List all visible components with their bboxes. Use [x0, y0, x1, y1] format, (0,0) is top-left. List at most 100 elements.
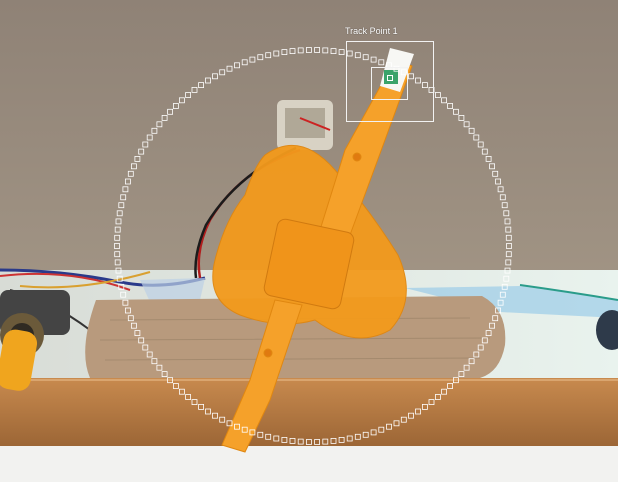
track-path-marker	[447, 103, 454, 109]
track-path-marker	[481, 337, 488, 344]
track-path-marker	[408, 412, 414, 419]
track-path-marker	[114, 259, 121, 266]
track-path-marker	[497, 299, 504, 306]
track-path-marker	[289, 48, 296, 54]
track-path-marker	[505, 259, 512, 266]
track-path-marker	[370, 429, 377, 436]
track-path-marker	[463, 364, 470, 371]
track-path-marker	[120, 291, 127, 298]
track-path-marker	[452, 108, 459, 115]
track-path-marker	[118, 202, 125, 209]
track-path-marker	[362, 54, 369, 61]
track-path-marker	[241, 59, 248, 66]
track-path-marker	[458, 115, 465, 121]
track-path-marker	[114, 226, 121, 233]
track-path-marker	[114, 243, 120, 249]
track-path-marker	[330, 48, 337, 54]
track-pattern-box[interactable]	[371, 67, 408, 100]
track-path-marker	[198, 403, 205, 410]
track-path-marker	[134, 155, 141, 162]
track-path-marker	[265, 52, 272, 59]
track-path-marker	[503, 210, 510, 217]
track-path-marker	[434, 394, 441, 400]
track-path-marker	[114, 251, 121, 258]
track-path-marker	[314, 47, 321, 53]
track-path-marker	[346, 435, 353, 442]
track-path-marker	[428, 87, 435, 93]
track-path-marker	[114, 234, 121, 241]
track-path-marker	[477, 344, 484, 351]
track-path-marker	[142, 344, 149, 351]
track-path-marker	[428, 399, 435, 406]
track-path-marker	[281, 49, 288, 55]
track-path-marker	[415, 77, 421, 84]
track-search-area-box[interactable]	[346, 41, 434, 122]
track-path-marker	[212, 73, 218, 80]
track-path-marker	[151, 127, 158, 134]
track-path-marker	[241, 426, 248, 433]
track-path-marker	[273, 435, 280, 442]
track-path-marker	[485, 155, 492, 162]
track-path-marker	[393, 420, 400, 427]
track-path-marker	[127, 170, 134, 177]
track-path-marker	[305, 47, 312, 53]
track-path-marker	[281, 436, 288, 443]
track-path-marker	[226, 420, 233, 427]
track-path-marker	[156, 364, 163, 371]
track-path-marker	[289, 437, 296, 444]
track-path-marker	[477, 141, 484, 148]
track-path-marker	[421, 82, 428, 88]
track-path-marker	[468, 127, 475, 134]
track-path-marker	[393, 65, 400, 72]
propeller	[212, 59, 413, 453]
track-path-marker	[130, 163, 137, 170]
track-path-marker	[249, 429, 256, 436]
track-path-marker	[167, 108, 174, 115]
track-path-marker	[257, 54, 264, 61]
track-path-marker	[172, 103, 179, 109]
track-path-marker	[338, 49, 345, 55]
track-path-marker	[441, 388, 448, 395]
track-path-marker	[115, 267, 122, 274]
track-path-marker	[226, 65, 233, 72]
track-point-marker[interactable]	[387, 75, 393, 81]
track-path-marker	[492, 170, 499, 177]
track-path-marker	[297, 438, 304, 445]
track-path-marker	[322, 47, 329, 54]
right-cables	[519, 284, 618, 301]
track-path-marker	[346, 50, 353, 57]
track-path-marker	[421, 403, 428, 410]
track-path-marker	[167, 377, 174, 384]
track-path-marker	[116, 275, 123, 282]
track-path-marker	[501, 202, 508, 209]
track-path-marker	[362, 431, 369, 438]
track-path-marker	[185, 394, 192, 400]
track-path-marker	[322, 438, 329, 445]
track-path-marker	[378, 426, 385, 433]
track-path-marker	[116, 210, 123, 217]
track-path-marker	[122, 299, 129, 306]
track-point-label: Track Point 1	[345, 26, 398, 36]
track-path-marker	[495, 307, 502, 314]
track-path-marker	[178, 388, 185, 395]
track-path-marker	[473, 134, 480, 141]
track-path-marker	[415, 408, 421, 415]
track-path-marker	[161, 115, 168, 121]
track-path-marker	[408, 73, 414, 80]
track-path-marker	[489, 322, 496, 329]
track-path-marker	[219, 69, 226, 76]
track-path-marker	[142, 141, 149, 148]
track-path-marker	[146, 351, 153, 358]
track-path-marker	[485, 330, 492, 337]
table-card	[405, 286, 618, 318]
track-path-marker	[297, 47, 304, 54]
track-path-marker	[504, 218, 511, 225]
track-path-marker	[354, 433, 361, 440]
track-path-marker	[503, 275, 510, 282]
track-path-marker	[305, 439, 312, 445]
floor-area	[0, 446, 618, 482]
track-path-marker	[178, 97, 185, 104]
track-path-marker	[205, 77, 211, 84]
